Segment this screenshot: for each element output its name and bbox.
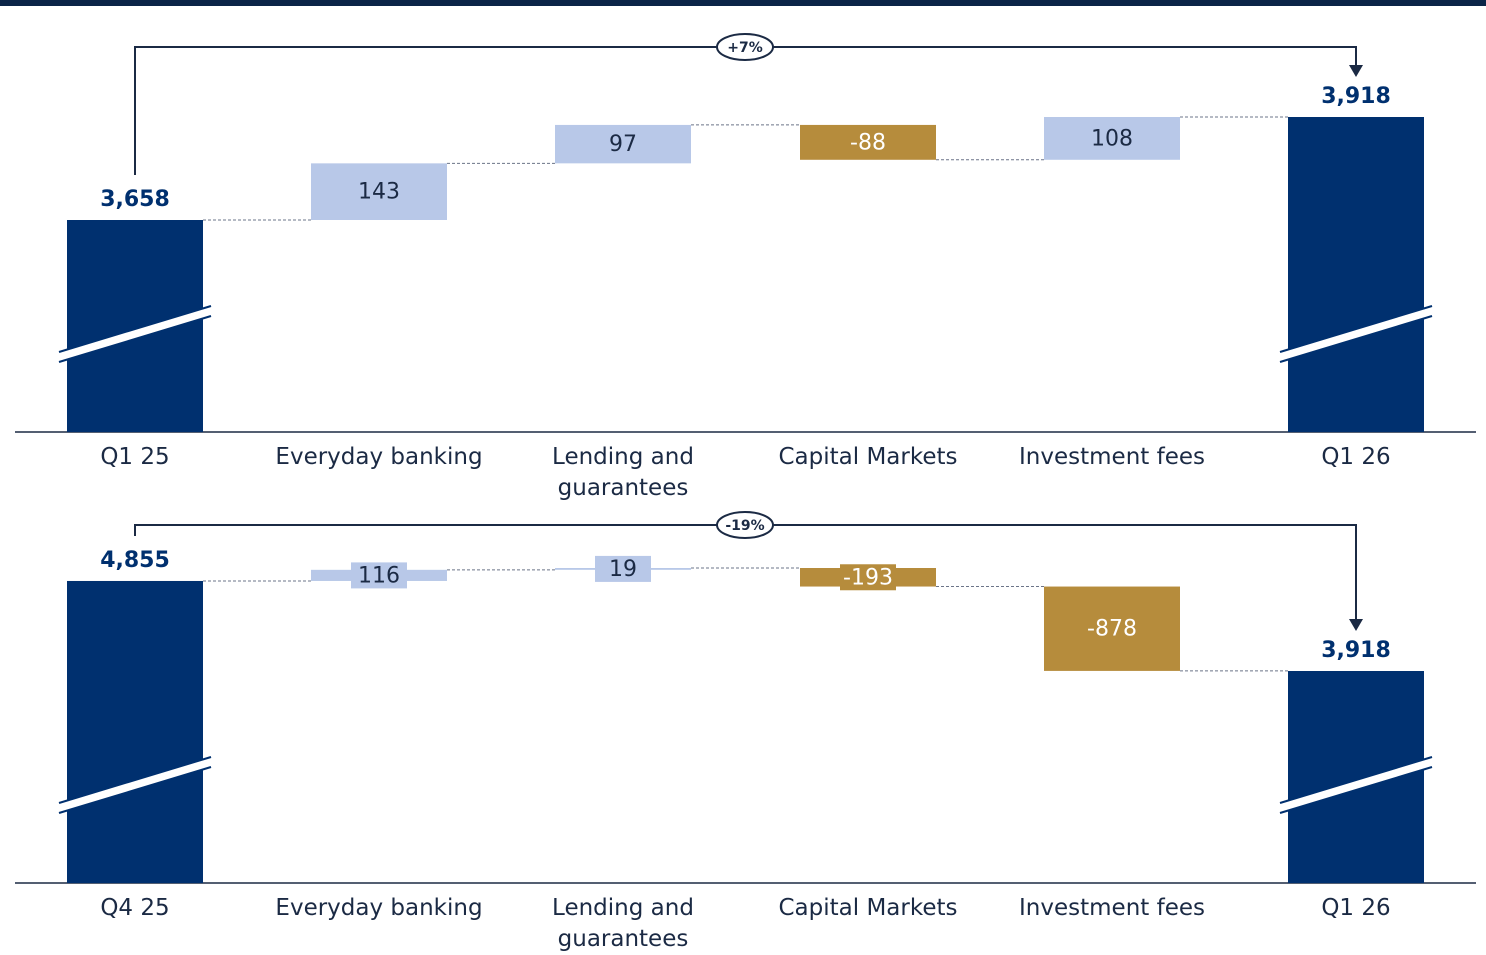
value-label: -88: [850, 130, 886, 155]
value-label: 4,855: [100, 548, 170, 573]
x-tick-label: Lending and guarantees: [552, 895, 694, 952]
value-label: 3,658: [100, 187, 170, 212]
x-tick-label: Everyday banking: [275, 895, 483, 921]
change-label: -19%: [725, 518, 764, 534]
change-badge: [716, 511, 774, 539]
x-tick-label: Q4 25: [100, 895, 170, 921]
value-label: 3,918: [1321, 84, 1391, 109]
delta-bar: [1044, 117, 1180, 160]
axis-break-edge: [58, 756, 212, 804]
axis-break: [1280, 757, 1432, 813]
change-badge: [716, 33, 774, 61]
axis-break-edge: [1279, 315, 1433, 363]
axis-break: [59, 757, 211, 813]
value-label: 108: [1091, 126, 1133, 151]
value-label: -878: [1087, 617, 1137, 642]
axis-break-edge: [1279, 766, 1433, 814]
top-band: [0, 0, 1486, 6]
value-label-box: [595, 555, 651, 582]
value-label: 97: [609, 132, 637, 157]
x-tick-label: Everyday banking: [275, 444, 483, 470]
total-bar: [67, 220, 203, 432]
axis-break-edge: [58, 305, 212, 353]
axis-break: [59, 306, 211, 362]
value-label-box: [351, 562, 407, 589]
axis-break-edge: [1279, 305, 1433, 353]
change-arrow: [1349, 619, 1363, 631]
value-label: -193: [843, 565, 893, 590]
x-tick-label: Q1 26: [1321, 444, 1391, 470]
x-tick-label: Investment fees: [1019, 895, 1205, 921]
x-tick-label: Investment fees: [1019, 444, 1205, 470]
change-label: +7%: [727, 40, 763, 56]
x-tick-label: Q1 26: [1321, 895, 1391, 921]
value-label: 3,918: [1321, 638, 1391, 663]
axis-break: [1280, 306, 1432, 362]
value-label: 143: [358, 180, 400, 205]
delta-bar: [555, 124, 691, 164]
change-arrow: [1349, 65, 1363, 77]
total-bar: [67, 580, 203, 883]
total-bar: [1288, 117, 1424, 432]
value-label: 116: [358, 563, 400, 588]
value-label-box: [840, 564, 896, 591]
axis-break-edge: [58, 315, 212, 363]
x-tick-label: Lending and guarantees: [552, 444, 694, 501]
x-tick-label: Q1 25: [100, 444, 170, 470]
delta-bar: [1044, 586, 1180, 671]
delta-bar: [311, 163, 447, 220]
axis-break-edge: [1279, 756, 1433, 804]
total-bar: [1288, 671, 1424, 883]
value-label: 19: [609, 557, 637, 582]
x-tick-label: Capital Markets: [778, 895, 958, 921]
delta-bar: [800, 124, 936, 160]
axis-break-edge: [58, 766, 212, 814]
x-tick-label: Capital Markets: [778, 444, 958, 470]
